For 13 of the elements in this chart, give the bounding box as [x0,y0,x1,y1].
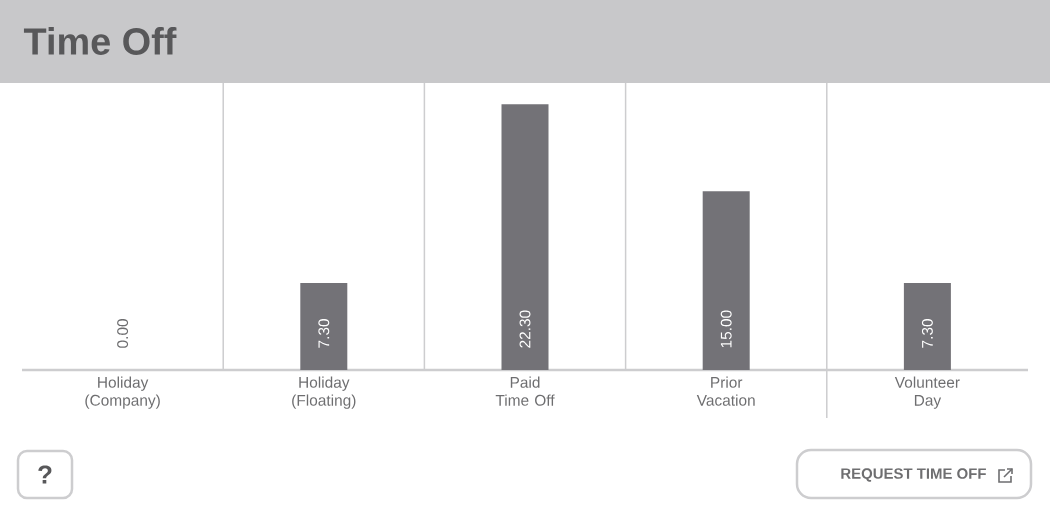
chart-title: Time Off [23,27,177,55]
data-label: 15.00 [720,310,732,348]
data-label: 22.30 [519,310,531,348]
x-tick-label: Paid Time Off [495,376,555,406]
x-tick-label: Holiday (Company) [85,376,160,409]
data-label: 7.30 [921,319,933,348]
x-tick-label: Holiday (Floating) [292,376,356,409]
data-label: 0.00 [117,319,129,348]
text: ? [38,465,52,484]
text: REQUEST TIME OFF [841,468,986,482]
x-tick-label: Prior Vacation [696,376,755,406]
x-tick-label: Volunteer Day [894,376,960,409]
data-label: 7.30 [318,319,330,348]
